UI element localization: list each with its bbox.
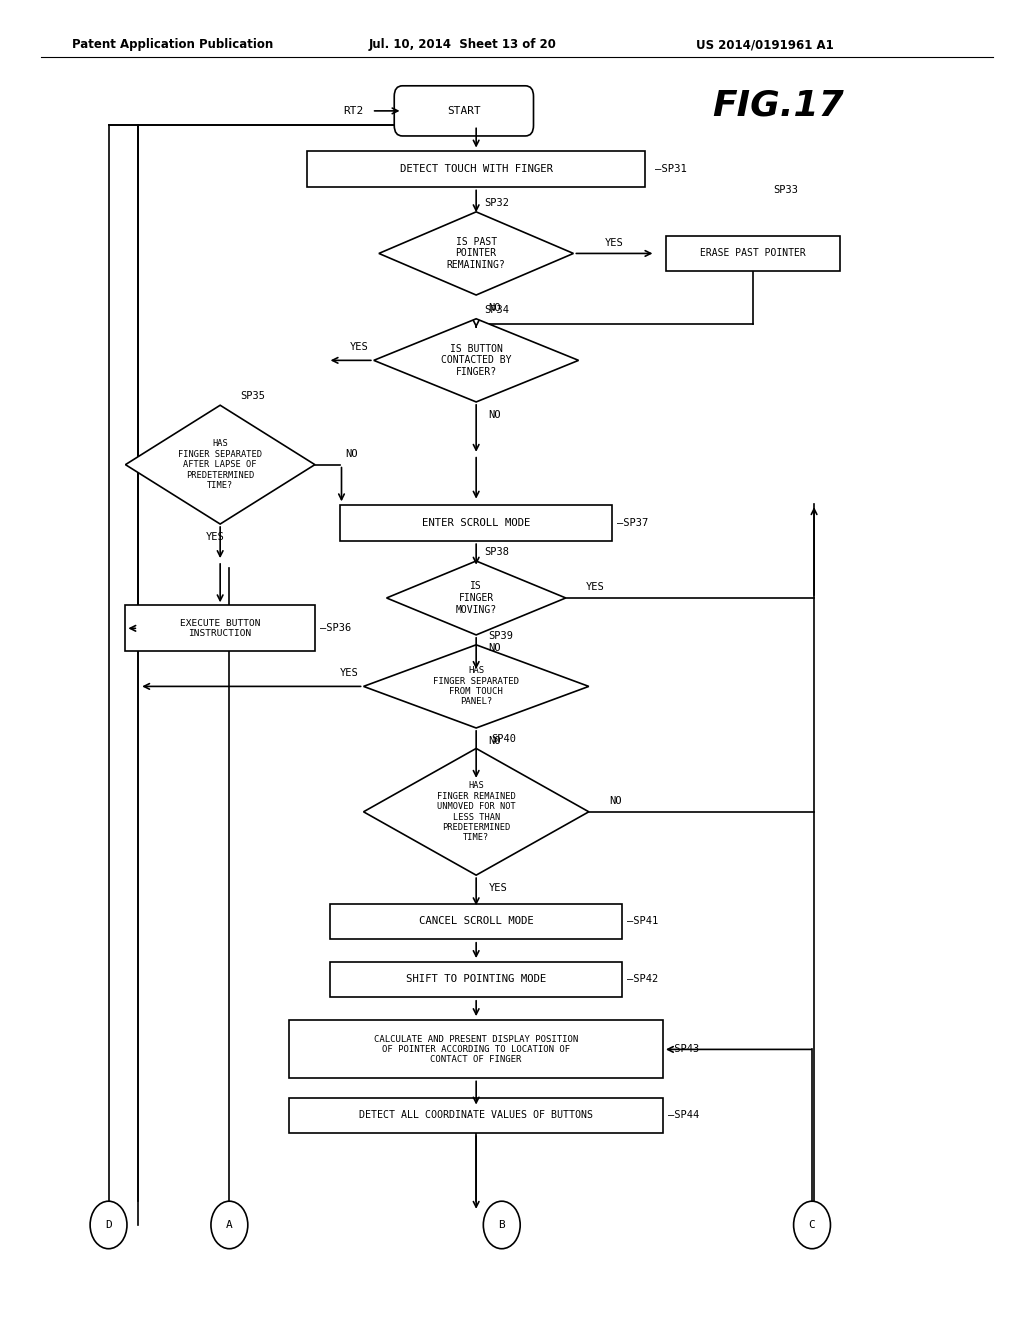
Bar — [290, 1020, 664, 1078]
Text: —SP36: —SP36 — [319, 623, 351, 634]
Circle shape — [90, 1201, 127, 1249]
Text: D: D — [105, 1220, 112, 1230]
Text: US 2014/0191961 A1: US 2014/0191961 A1 — [696, 38, 835, 51]
Text: NO: NO — [488, 737, 501, 746]
Text: NO: NO — [488, 411, 501, 420]
Text: —SP31: —SP31 — [655, 164, 687, 174]
Text: —SP43: —SP43 — [668, 1044, 699, 1055]
Text: ENTER SCROLL MODE: ENTER SCROLL MODE — [422, 517, 530, 528]
Text: SP40: SP40 — [492, 734, 516, 744]
Text: —SP44: —SP44 — [668, 1110, 699, 1121]
Polygon shape — [379, 211, 573, 296]
Text: Jul. 10, 2014  Sheet 13 of 20: Jul. 10, 2014 Sheet 13 of 20 — [369, 38, 556, 51]
Text: NO: NO — [346, 449, 358, 459]
Text: NO: NO — [488, 643, 501, 653]
Bar — [307, 150, 645, 186]
Text: YES: YES — [350, 342, 369, 352]
Text: SP32: SP32 — [484, 198, 509, 207]
Text: IS BUTTON
CONTACTED BY
FINGER?: IS BUTTON CONTACTED BY FINGER? — [441, 343, 511, 378]
Text: NO: NO — [609, 796, 622, 807]
Polygon shape — [125, 405, 315, 524]
Bar — [290, 1098, 664, 1133]
Text: YES: YES — [488, 883, 507, 894]
Text: SHIFT TO POINTING MODE: SHIFT TO POINTING MODE — [407, 974, 546, 985]
Polygon shape — [374, 319, 579, 401]
Text: C: C — [809, 1220, 815, 1230]
Circle shape — [483, 1201, 520, 1249]
Text: CANCEL SCROLL MODE: CANCEL SCROLL MODE — [419, 916, 534, 927]
Bar — [330, 961, 622, 998]
Text: HAS
FINGER REMAINED
UNMOVED FOR NOT
LESS THAN
PREDETERMINED
TIME?: HAS FINGER REMAINED UNMOVED FOR NOT LESS… — [437, 781, 515, 842]
Bar — [340, 504, 612, 541]
Text: —SP41: —SP41 — [627, 916, 658, 927]
FancyBboxPatch shape — [394, 86, 534, 136]
Text: DETECT ALL COORDINATE VALUES OF BUTTONS: DETECT ALL COORDINATE VALUES OF BUTTONS — [359, 1110, 593, 1121]
Polygon shape — [387, 561, 565, 635]
Text: IS
FINGER
MOVING?: IS FINGER MOVING? — [456, 581, 497, 615]
Text: HAS
FINGER SEPARATED
AFTER LAPSE OF
PREDETERMINED
TIME?: HAS FINGER SEPARATED AFTER LAPSE OF PRED… — [178, 440, 262, 490]
Text: SP33: SP33 — [773, 185, 798, 195]
Text: FIG.17: FIG.17 — [713, 88, 844, 123]
Polygon shape — [364, 645, 589, 729]
Text: Patent Application Publication: Patent Application Publication — [72, 38, 273, 51]
Text: SP38: SP38 — [484, 546, 509, 557]
Text: —SP42: —SP42 — [627, 974, 658, 985]
Text: NO: NO — [488, 304, 501, 313]
Text: YES: YES — [605, 238, 624, 248]
Text: YES: YES — [340, 668, 358, 678]
Text: DETECT TOUCH WITH FINGER: DETECT TOUCH WITH FINGER — [399, 164, 553, 174]
Text: START: START — [447, 106, 480, 116]
Bar — [666, 235, 840, 271]
Text: CALCULATE AND PRESENT DISPLAY POSITION
OF POINTER ACCORDING TO LOCATION OF
CONTA: CALCULATE AND PRESENT DISPLAY POSITION O… — [374, 1035, 579, 1064]
Text: —SP37: —SP37 — [616, 517, 648, 528]
Circle shape — [211, 1201, 248, 1249]
Text: RT2: RT2 — [343, 106, 364, 116]
Bar — [330, 903, 622, 940]
Text: YES: YES — [206, 532, 224, 543]
Text: SP35: SP35 — [241, 391, 265, 401]
Text: HAS
FINGER SEPARATED
FROM TOUCH
PANEL?: HAS FINGER SEPARATED FROM TOUCH PANEL? — [433, 667, 519, 706]
Text: B: B — [499, 1220, 505, 1230]
Text: YES: YES — [586, 582, 605, 593]
Circle shape — [794, 1201, 830, 1249]
Text: EXECUTE BUTTON
INSTRUCTION: EXECUTE BUTTON INSTRUCTION — [180, 619, 260, 638]
Text: ERASE PAST POINTER: ERASE PAST POINTER — [699, 248, 806, 259]
Text: SP39: SP39 — [488, 631, 513, 640]
Text: A: A — [226, 1220, 232, 1230]
Polygon shape — [364, 748, 589, 875]
Text: SP34: SP34 — [484, 305, 509, 314]
Bar — [125, 605, 315, 651]
Text: IS PAST
POINTER
REMAINING?: IS PAST POINTER REMAINING? — [446, 236, 506, 271]
